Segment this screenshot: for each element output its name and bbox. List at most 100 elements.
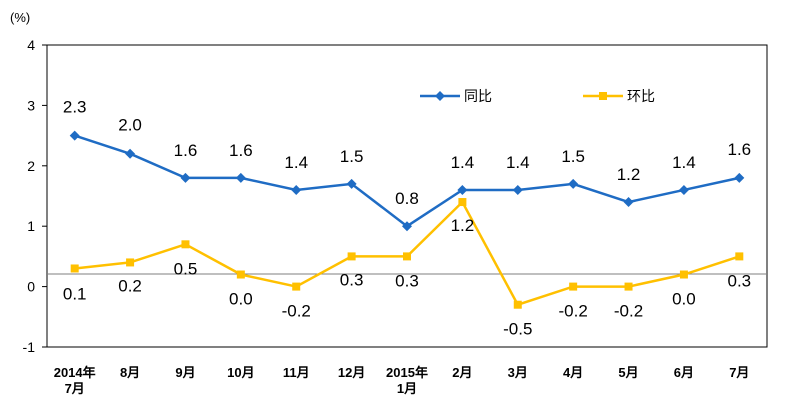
data-point-square (513, 300, 522, 309)
data-point-diamond (457, 184, 468, 195)
data-point-square (458, 198, 467, 207)
x-tick-label: 2014年 7月 (54, 365, 96, 396)
y-tick-label: 4 (27, 37, 35, 53)
data-point-diamond (69, 130, 80, 141)
data-point-diamond (291, 184, 302, 195)
data-point-square (126, 258, 135, 267)
data-label-yoy: 1.4 (284, 153, 308, 172)
data-point-square (735, 252, 744, 261)
x-tick-label: 11月 (283, 365, 310, 380)
data-point-diamond (734, 172, 745, 183)
y-tick-label: 3 (27, 97, 35, 113)
data-point-square (624, 282, 633, 291)
data-point-square (569, 282, 578, 291)
data-label-yoy: 2.0 (118, 116, 142, 135)
y-tick-label: 1 (27, 218, 35, 234)
data-label-mom: 0.2 (118, 276, 142, 295)
x-tick-line: 5月 (618, 365, 638, 380)
x-tick-label: 10月 (227, 365, 254, 380)
y-tick-label: 0 (27, 279, 35, 295)
data-point-diamond (346, 178, 357, 189)
data-labels: 2.3 2.0 1.6 1.6 1.4 1.5 0.8 1.4 1.4 1.5 1.2 1.4 1.6 0… (63, 98, 751, 339)
x-tick-label: 12月 (338, 365, 365, 380)
data-point-square (181, 240, 190, 249)
series-layer (69, 130, 745, 309)
x-tick-line: 11月 (283, 365, 310, 380)
data-label-yoy: 1.4 (451, 153, 475, 172)
y-tick-label: 2 (27, 158, 35, 174)
data-label-mom: 1.2 (451, 216, 475, 235)
data-label-yoy: 2.3 (63, 98, 87, 117)
data-label-mom: 0.3 (340, 270, 364, 289)
data-label-mom: 0.3 (395, 271, 419, 290)
x-tick-line: 7月 (65, 381, 85, 396)
data-point-diamond (512, 184, 523, 195)
x-tick-line: 2014年 (54, 365, 96, 380)
data-point-diamond (125, 148, 136, 159)
data-point-diamond (568, 178, 579, 189)
x-tick-label: 9月 (175, 365, 195, 380)
data-label-yoy: 1.6 (174, 141, 198, 160)
data-point-square (292, 282, 301, 291)
x-tick-line: 12月 (338, 365, 365, 380)
x-tick-line: 9月 (175, 365, 195, 380)
data-point-square (236, 270, 245, 279)
x-tick-label: 4月 (563, 365, 583, 380)
data-point-square (679, 270, 688, 279)
legend-item-mom: 环比 (583, 88, 655, 104)
data-label-mom: 0.0 (229, 290, 253, 309)
x-tick-label: 2月 (452, 365, 472, 380)
x-tick-line: 6月 (674, 365, 694, 380)
x-tick-label: 2015年 1月 (386, 365, 428, 396)
data-point-diamond (402, 221, 412, 232)
data-point-square (403, 252, 411, 261)
x-tick-line: 7月 (729, 365, 749, 380)
legend-marker-diamond (435, 91, 445, 101)
data-label-yoy: 1.5 (340, 147, 364, 166)
x-tick-label: 8月 (120, 365, 140, 380)
x-tick-line: 4月 (563, 365, 583, 380)
data-label-yoy: 1.6 (229, 141, 253, 160)
data-label-mom: -0.2 (559, 302, 588, 321)
legend-label-mom: 环比 (627, 88, 655, 104)
x-tick-line: 10月 (227, 365, 254, 380)
data-label-yoy: 0.8 (395, 189, 419, 208)
plot-area (46, 44, 768, 348)
data-label-yoy: 1.5 (561, 147, 585, 166)
legend-marker-square (599, 92, 607, 100)
data-label-mom: 0.3 (727, 271, 751, 290)
data-label-yoy: 1.4 (672, 153, 696, 172)
x-tick-line: 3月 (508, 365, 528, 380)
y-axis-unit-label: (%) (10, 10, 30, 25)
data-point-diamond (235, 172, 246, 183)
data-label-mom: -0.5 (503, 320, 532, 339)
legend-item-yoy: 同比 (420, 88, 492, 104)
x-tick-line: 1月 (397, 381, 417, 396)
y-tick-label: -1 (23, 339, 36, 355)
data-label-mom: -0.2 (282, 302, 311, 321)
data-label-yoy: 1.2 (617, 165, 641, 184)
data-label-mom: -0.2 (614, 302, 643, 321)
data-label-yoy: 1.4 (506, 153, 530, 172)
x-tick-line: 2015年 (386, 365, 428, 380)
x-tick-label: 6月 (674, 365, 694, 380)
legend: 同比 环比 (420, 88, 655, 104)
x-tick-line: 2月 (452, 365, 472, 380)
data-point-diamond (678, 184, 689, 195)
data-label-mom: 0.5 (174, 259, 198, 278)
data-point-square (70, 264, 79, 273)
data-point-square (347, 252, 356, 261)
data-label-mom: 0.1 (63, 284, 87, 303)
x-tick-label: 5月 (618, 365, 638, 380)
x-tick-label: 7月 (729, 365, 749, 380)
data-label-mom: 0.0 (672, 290, 696, 309)
y-axis-ticks: 4 3 2 1 0 -1 (23, 37, 47, 355)
data-point-diamond (623, 197, 634, 208)
data-label-yoy: 1.6 (727, 140, 751, 159)
x-tick-label: 3月 (508, 365, 528, 380)
x-tick-line: 8月 (120, 365, 140, 380)
data-point-diamond (180, 172, 191, 183)
legend-label-yoy: 同比 (464, 88, 492, 104)
